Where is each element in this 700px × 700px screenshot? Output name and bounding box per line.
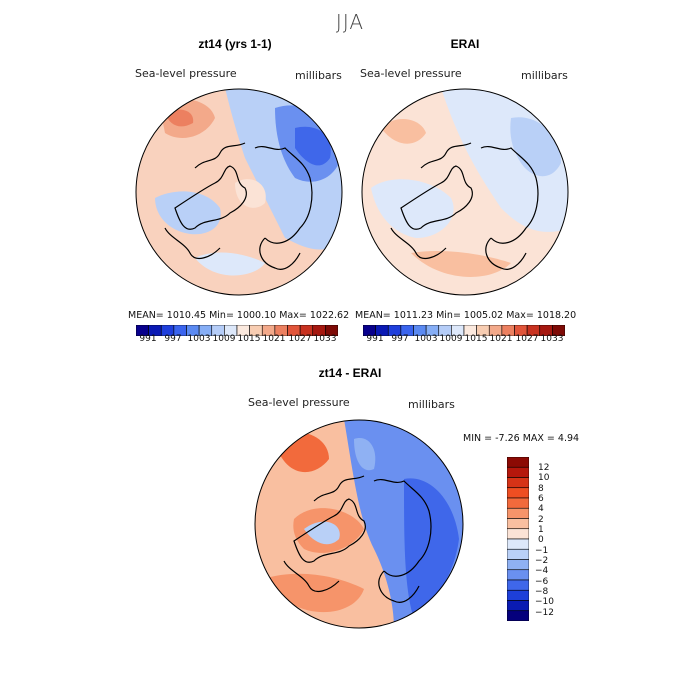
colorbar-swatch — [506, 569, 530, 581]
panel1-title: zt14 (yrs 1-1) — [198, 37, 272, 51]
colorbar-swatch — [506, 600, 530, 612]
panel1-low-west — [155, 191, 221, 235]
panel2-colorbar-labels: 991 997 1003 1009 1015 1021 1027 1033 — [363, 334, 565, 346]
diff-colorbar — [506, 456, 530, 622]
colorbar-tick: 1003 — [414, 334, 438, 344]
colorbar-tick: 12 — [538, 463, 550, 473]
diff-stats: MIN = -7.26 MAX = 4.94 — [463, 433, 580, 444]
colorbar-tick: 1003 — [187, 334, 211, 344]
colorbar-swatch — [506, 518, 530, 530]
diff-variable-label: Sea-level pressure — [248, 396, 350, 409]
panel1-coastlines — [164, 142, 313, 270]
colorbar-tick: −10 — [535, 597, 554, 607]
colorbar-tick: 997 — [164, 334, 182, 344]
colorbar-tick: −4 — [535, 566, 549, 576]
colorbar-tick: 991 — [366, 334, 384, 344]
colorbar-tick: 0 — [538, 535, 544, 545]
colorbar-tick: 1 — [538, 525, 544, 535]
panel2-coastlines — [390, 142, 539, 270]
figure-title: JJA — [335, 10, 365, 34]
colorbar-tick: 1033 — [540, 334, 564, 344]
colorbar-swatch — [506, 589, 530, 601]
colorbar-tick: 4 — [538, 504, 544, 514]
panel2-title: ERAI — [450, 37, 480, 51]
panel1-colorbar — [135, 321, 339, 337]
diff-neg-north — [354, 438, 376, 471]
colorbar-swatch — [506, 487, 530, 499]
colorbar-swatch — [506, 538, 530, 550]
panel1-stats: MEAN= 1010.45 Min= 1000.10 Max= 1022.62 — [128, 310, 350, 321]
panel2-high-region — [381, 118, 426, 144]
panel2-polar-map — [361, 88, 569, 300]
colorbar-swatch — [506, 507, 530, 519]
colorbar-tick: −6 — [535, 577, 549, 587]
colorbar-tick: 1015 — [464, 334, 488, 344]
panel1-colorbar-labels: 991 997 1003 1009 1015 1021 1027 1033 — [136, 334, 338, 346]
colorbar-tick: 1021 — [262, 334, 286, 344]
colorbar-tick: 2 — [538, 515, 544, 525]
colorbar-tick: 6 — [538, 494, 544, 504]
panel2-variable-label: Sea-level pressure — [360, 67, 462, 80]
colorbar-swatch — [506, 579, 530, 591]
colorbar-tick: −12 — [535, 608, 554, 618]
colorbar-swatch — [506, 466, 530, 478]
colorbar-swatch — [506, 610, 530, 622]
colorbar-tick: −2 — [535, 556, 549, 566]
colorbar-swatch — [506, 528, 530, 540]
panel2-stats: MEAN= 1011.23 Min= 1005.02 Max= 1018.20 — [355, 310, 577, 321]
colorbar-tick: 1027 — [515, 334, 539, 344]
colorbar-tick: −8 — [535, 587, 549, 597]
panel2-colorbar — [362, 321, 566, 337]
colorbar-tick: 1021 — [489, 334, 513, 344]
panel1-variable-label: Sea-level pressure — [135, 67, 237, 80]
colorbar-swatch — [506, 477, 530, 489]
panel2-high-south — [411, 251, 511, 277]
diff-coastlines — [283, 475, 432, 603]
panel1-deepest-low — [295, 126, 331, 166]
diff-neg-bay — [304, 521, 340, 545]
panel1-mid-south — [195, 252, 265, 276]
panel1-units-label: millibars — [295, 69, 342, 82]
colorbar-swatch — [506, 559, 530, 571]
panel2-units-label: millibars — [521, 69, 568, 82]
colorbar-tick: 10 — [538, 473, 550, 483]
diff-colorbar-labels: 12 10 8 6 4 2 1 0 −1 −2 −4 −6 −8 −10 −12 — [535, 457, 578, 627]
diff-polar-map — [254, 419, 464, 633]
colorbar-swatch — [506, 456, 530, 468]
diff-units-label: millibars — [408, 398, 455, 411]
colorbar-swatch — [506, 497, 530, 509]
colorbar-tick: 997 — [391, 334, 409, 344]
colorbar-tick: 1009 — [439, 334, 463, 344]
colorbar-tick: 1033 — [313, 334, 337, 344]
colorbar-tick: 1015 — [237, 334, 261, 344]
colorbar-tick: 1027 — [288, 334, 312, 344]
colorbar-swatch — [506, 548, 530, 560]
panel2-low-west — [371, 179, 454, 238]
panel1-polar-map — [135, 88, 343, 300]
colorbar-tick: 8 — [538, 484, 544, 494]
diff-panel-title: zt14 - ERAI — [318, 366, 382, 380]
colorbar-tick: −1 — [535, 546, 549, 556]
diff-strong-neg — [404, 478, 459, 619]
colorbar-tick: 1009 — [212, 334, 236, 344]
colorbar-tick: 991 — [139, 334, 157, 344]
